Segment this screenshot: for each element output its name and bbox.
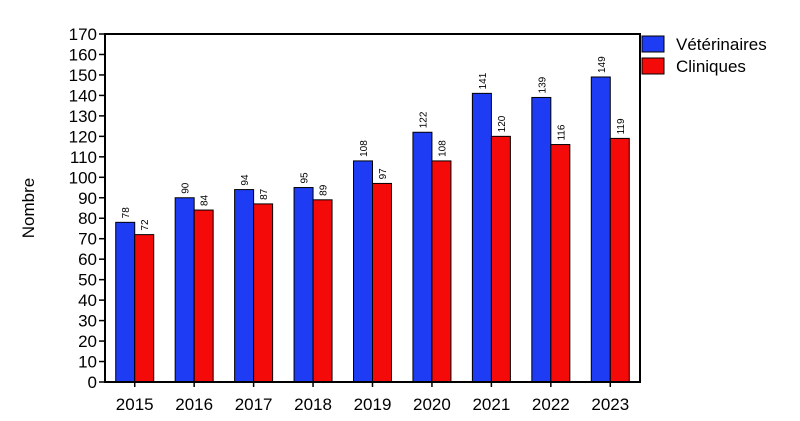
x-tick-label: 2015 [116,395,154,414]
y-tick-label: 110 [70,148,97,167]
bar [590,76,611,383]
y-tick-label: 80 [78,209,97,228]
y-tick-label: 20 [78,332,97,351]
bar [353,160,373,383]
y-tick-label: 90 [78,189,97,208]
y-tick-label: 130 [69,107,97,126]
data-label: 94 [240,174,251,186]
y-tick-label: 60 [78,250,97,269]
data-label: 84 [200,194,211,206]
y-tick-label: 150 [69,66,97,85]
data-label: 78 [121,207,132,219]
y-tick-label: 0 [88,373,97,392]
data-label: 89 [319,184,330,196]
bar [193,209,214,383]
data-label: 149 [597,56,608,73]
bar [490,135,511,383]
y-tick-label: 30 [78,312,97,331]
x-tick-label: 2022 [532,395,570,414]
y-tick-label: 120 [69,127,97,146]
data-label: 72 [140,219,151,231]
y-axis-label: Nombre [19,178,38,238]
plot-frame [104,33,641,383]
x-tick-label: 2016 [175,395,213,414]
bar [550,144,571,383]
data-label: 122 [418,111,429,128]
y-tick-label: 50 [78,271,97,290]
x-tick-label: 2017 [235,395,273,414]
data-label: 141 [478,72,489,89]
data-label: 120 [497,115,508,132]
data-label: 116 [556,124,567,140]
bar [609,137,630,383]
legend-label: Cliniques [676,57,746,76]
x-tick-label: 2018 [294,395,332,414]
x-tick-label: 2021 [472,395,510,414]
bar [312,199,333,383]
bar [412,131,433,383]
bar [531,96,552,383]
y-tick-label: 10 [78,353,97,372]
y-tick-label: 40 [78,291,97,310]
bar [372,182,392,383]
legend-swatch [641,57,665,75]
data-label: 90 [181,182,192,194]
y-tick-label: 100 [69,168,97,187]
bar [253,203,274,383]
y-tick-label: 170 [69,25,97,44]
data-label: 95 [300,172,311,184]
x-tick-label: 2019 [354,395,392,414]
y-tick-label: 140 [69,86,97,105]
bar [115,221,136,383]
bar [471,92,492,383]
data-label: 139 [537,76,548,93]
bar [234,189,255,383]
y-tick-label: 160 [69,45,97,64]
legend-swatch [641,35,665,53]
bar [134,234,155,383]
bar [431,160,452,383]
bar [293,187,314,383]
x-tick-label: 2020 [413,395,451,414]
legend-label: Vétérinaires [676,35,767,54]
y-tick-label: 70 [78,230,97,249]
data-label: 108 [359,140,370,157]
x-tick-label: 2023 [591,395,629,414]
data-label: 97 [378,168,389,180]
data-label: 108 [437,140,448,157]
data-label: 119 [616,118,627,134]
bar [174,197,195,383]
data-label: 87 [259,188,270,200]
